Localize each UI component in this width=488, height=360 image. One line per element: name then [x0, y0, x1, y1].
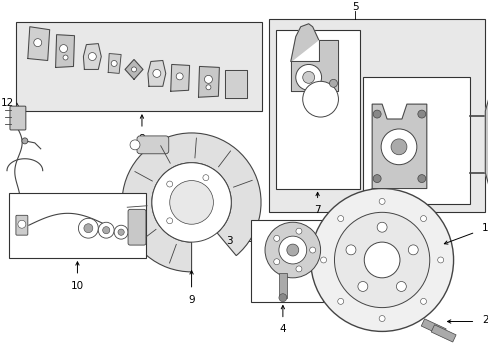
FancyBboxPatch shape	[137, 136, 168, 154]
Circle shape	[380, 129, 416, 165]
Text: 6: 6	[413, 221, 419, 231]
Polygon shape	[371, 104, 426, 189]
Circle shape	[63, 55, 68, 60]
Circle shape	[295, 64, 321, 90]
Circle shape	[205, 85, 210, 90]
Circle shape	[390, 139, 406, 155]
Text: 3: 3	[225, 235, 232, 246]
Circle shape	[310, 189, 453, 332]
Circle shape	[420, 216, 426, 221]
Circle shape	[372, 110, 380, 118]
Circle shape	[295, 228, 301, 234]
Wedge shape	[122, 133, 261, 272]
Circle shape	[102, 227, 110, 234]
Polygon shape	[28, 27, 50, 60]
Circle shape	[84, 224, 93, 233]
Bar	[420, 319, 445, 336]
Circle shape	[378, 316, 385, 321]
Text: 11: 11	[143, 174, 156, 184]
Circle shape	[18, 220, 26, 228]
FancyBboxPatch shape	[16, 215, 28, 235]
Circle shape	[417, 175, 425, 183]
Text: 8: 8	[139, 134, 145, 144]
Polygon shape	[290, 24, 318, 62]
Circle shape	[203, 175, 208, 181]
Text: 7: 7	[314, 205, 320, 215]
Polygon shape	[225, 71, 246, 98]
Circle shape	[166, 218, 172, 224]
Circle shape	[130, 140, 140, 150]
Circle shape	[407, 245, 417, 255]
Polygon shape	[290, 40, 338, 91]
Circle shape	[337, 216, 343, 221]
Circle shape	[437, 257, 443, 263]
Bar	[16, 22, 262, 111]
Polygon shape	[83, 44, 101, 69]
Text: 5: 5	[351, 2, 358, 12]
Circle shape	[204, 75, 212, 83]
Circle shape	[396, 282, 406, 292]
Bar	[363, 77, 469, 204]
Circle shape	[372, 175, 380, 183]
FancyBboxPatch shape	[128, 210, 145, 245]
Circle shape	[111, 60, 117, 67]
Text: 12: 12	[0, 98, 14, 108]
Circle shape	[278, 294, 286, 302]
Circle shape	[88, 53, 96, 60]
Circle shape	[420, 298, 426, 304]
Circle shape	[166, 181, 172, 187]
Circle shape	[364, 242, 399, 278]
Circle shape	[334, 212, 429, 307]
Polygon shape	[198, 67, 219, 97]
Circle shape	[34, 39, 41, 46]
Text: 1: 1	[481, 223, 488, 233]
Circle shape	[153, 69, 161, 77]
Circle shape	[417, 110, 425, 118]
Polygon shape	[170, 64, 189, 91]
FancyBboxPatch shape	[10, 106, 26, 130]
Circle shape	[376, 222, 386, 232]
Circle shape	[118, 229, 124, 235]
Circle shape	[302, 71, 314, 83]
Text: 10: 10	[71, 281, 84, 291]
Circle shape	[378, 198, 385, 204]
Polygon shape	[56, 35, 74, 67]
Polygon shape	[125, 59, 142, 79]
Text: 9: 9	[188, 295, 195, 305]
Text: 2: 2	[481, 315, 488, 324]
Circle shape	[273, 235, 279, 241]
Bar	[9, 193, 145, 258]
Circle shape	[98, 222, 114, 238]
Circle shape	[169, 181, 213, 224]
Polygon shape	[484, 93, 488, 190]
Circle shape	[176, 73, 183, 80]
Circle shape	[78, 218, 98, 238]
Polygon shape	[147, 60, 165, 86]
Circle shape	[22, 138, 28, 144]
Circle shape	[357, 282, 367, 292]
Circle shape	[273, 259, 279, 265]
Bar	[430, 325, 455, 342]
Circle shape	[337, 298, 343, 304]
Bar	[251, 220, 322, 302]
Circle shape	[278, 236, 306, 264]
Circle shape	[264, 222, 320, 278]
Bar	[278, 273, 286, 298]
Circle shape	[286, 244, 298, 256]
Bar	[275, 30, 360, 189]
Circle shape	[152, 163, 231, 242]
Bar	[268, 19, 484, 212]
Text: 4: 4	[279, 324, 285, 334]
Circle shape	[131, 67, 136, 72]
Polygon shape	[108, 54, 121, 73]
Circle shape	[302, 81, 338, 117]
Circle shape	[329, 79, 337, 87]
Circle shape	[309, 247, 315, 253]
Circle shape	[320, 257, 326, 263]
Circle shape	[295, 266, 301, 272]
Circle shape	[346, 245, 355, 255]
Circle shape	[60, 45, 67, 53]
Circle shape	[114, 225, 128, 239]
